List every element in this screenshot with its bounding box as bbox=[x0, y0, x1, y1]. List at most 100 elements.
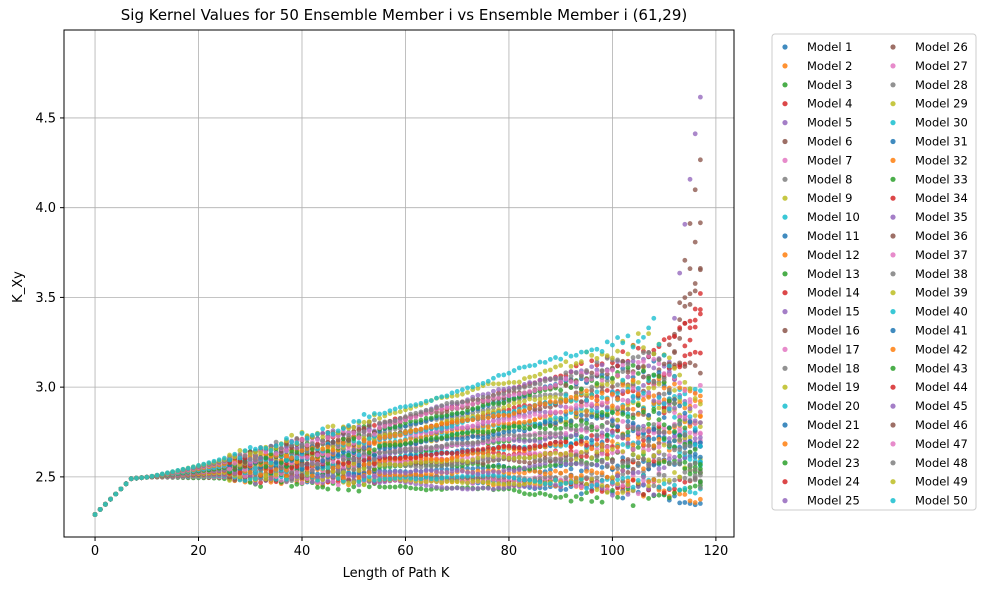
data-point bbox=[672, 410, 677, 416]
data-point bbox=[610, 465, 615, 471]
data-point bbox=[470, 478, 476, 484]
data-point bbox=[444, 474, 450, 480]
data-point bbox=[335, 469, 341, 474]
data-point bbox=[625, 460, 631, 466]
data-point bbox=[589, 446, 595, 452]
data-point bbox=[547, 423, 553, 429]
data-point bbox=[522, 433, 527, 439]
data-point bbox=[692, 306, 698, 312]
data-point bbox=[599, 395, 605, 400]
data-point bbox=[687, 498, 693, 504]
data-point bbox=[377, 435, 382, 441]
data-point bbox=[537, 425, 543, 431]
data-point bbox=[677, 457, 683, 463]
data-point bbox=[656, 449, 662, 455]
data-point bbox=[573, 453, 579, 458]
data-point bbox=[247, 469, 253, 475]
data-point bbox=[687, 302, 693, 307]
data-point bbox=[459, 425, 465, 430]
data-point bbox=[511, 468, 517, 474]
data-point bbox=[594, 487, 600, 493]
data-point bbox=[315, 461, 320, 467]
data-point bbox=[418, 486, 424, 492]
data-point bbox=[687, 266, 693, 272]
data-point bbox=[584, 468, 589, 474]
data-point bbox=[578, 412, 584, 418]
data-point bbox=[335, 482, 341, 488]
data-point bbox=[542, 442, 548, 448]
data-point bbox=[444, 457, 450, 463]
data-point bbox=[615, 390, 620, 396]
data-point bbox=[496, 485, 501, 491]
data-point bbox=[661, 404, 667, 410]
data-point bbox=[320, 473, 326, 479]
data-point bbox=[516, 424, 522, 430]
data-point bbox=[630, 406, 636, 412]
data-point bbox=[532, 468, 538, 474]
data-point bbox=[294, 474, 300, 480]
data-point bbox=[434, 457, 439, 462]
data-point bbox=[361, 482, 367, 488]
data-point bbox=[356, 440, 362, 445]
data-point bbox=[589, 499, 595, 504]
data-point bbox=[242, 478, 248, 483]
data-point bbox=[356, 468, 362, 473]
data-point bbox=[278, 477, 284, 483]
data-point bbox=[672, 423, 677, 428]
data-point bbox=[578, 491, 584, 497]
data-point bbox=[480, 419, 486, 425]
data-point bbox=[573, 456, 579, 462]
data-point bbox=[630, 470, 636, 476]
data-point bbox=[558, 430, 564, 436]
data-point bbox=[610, 450, 615, 456]
data-point bbox=[501, 429, 507, 435]
data-point bbox=[646, 412, 652, 418]
data-point bbox=[268, 469, 274, 474]
data-point bbox=[346, 487, 351, 493]
data-point bbox=[356, 452, 362, 458]
data-point bbox=[604, 456, 610, 461]
data-point bbox=[449, 485, 455, 491]
data-point bbox=[501, 478, 507, 484]
data-point bbox=[403, 454, 408, 460]
data-point bbox=[501, 437, 507, 442]
data-point bbox=[299, 473, 305, 478]
data-point bbox=[641, 481, 646, 487]
data-point bbox=[392, 455, 398, 461]
data-point bbox=[428, 463, 434, 469]
data-point bbox=[687, 221, 693, 226]
data-point bbox=[537, 413, 543, 418]
data-point bbox=[527, 405, 533, 411]
data-point bbox=[615, 448, 620, 454]
data-point bbox=[666, 461, 672, 467]
data-point bbox=[491, 469, 496, 475]
data-point bbox=[470, 417, 476, 423]
data-point bbox=[527, 418, 533, 424]
data-point bbox=[589, 407, 595, 413]
data-point bbox=[641, 449, 646, 455]
data-point bbox=[299, 467, 305, 472]
data-point bbox=[584, 421, 589, 426]
data-point bbox=[563, 450, 569, 456]
data-point bbox=[434, 435, 439, 441]
data-point bbox=[454, 479, 460, 485]
data-point bbox=[315, 452, 320, 458]
data-point bbox=[366, 474, 372, 480]
data-point bbox=[485, 479, 491, 485]
data-point bbox=[646, 479, 652, 484]
data-point bbox=[677, 270, 683, 276]
data-point bbox=[692, 500, 698, 505]
data-point bbox=[408, 429, 414, 435]
data-point bbox=[304, 455, 310, 461]
data-point bbox=[542, 481, 548, 487]
data-point bbox=[480, 453, 486, 459]
data-point bbox=[625, 478, 631, 484]
data-point bbox=[682, 466, 688, 472]
data-point bbox=[599, 464, 605, 470]
data-point bbox=[646, 463, 652, 469]
data-point bbox=[330, 479, 336, 485]
data-point bbox=[403, 441, 408, 447]
data-point bbox=[584, 425, 589, 431]
data-point bbox=[501, 418, 507, 423]
data-point bbox=[532, 423, 538, 429]
